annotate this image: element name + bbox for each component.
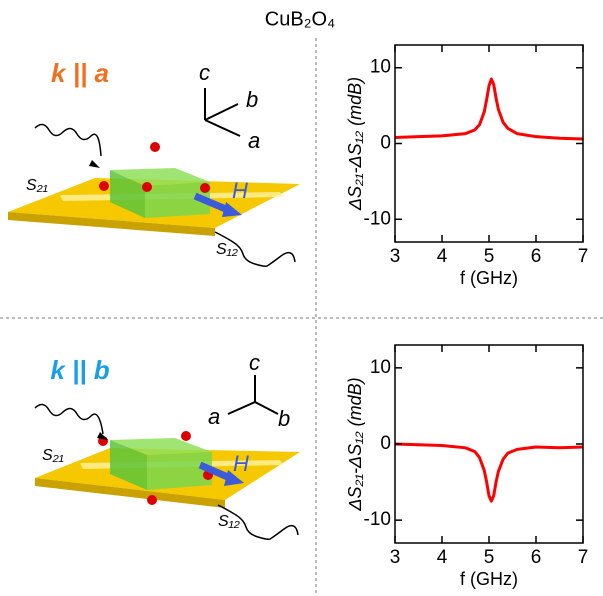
x-tick-label: 4: [437, 246, 448, 267]
axis-name: a: [208, 404, 220, 429]
x-tick-label: 3: [390, 246, 401, 267]
y-axis-label: ΔS₂₁-ΔS₁₂ (mdB): [345, 77, 365, 211]
y-tick-label: 0: [380, 133, 391, 154]
y-axis-label: ΔS₂₁-ΔS₁₂ (mdB): [345, 377, 365, 511]
axis-name: c: [249, 350, 260, 375]
y-tick-label: 10: [370, 357, 391, 378]
geometry-label: k || b: [50, 355, 109, 385]
axis-name: b: [278, 406, 290, 431]
axis-name: a: [248, 128, 260, 153]
port-label: S₁₂: [218, 513, 240, 530]
x-tick-label: 7: [578, 246, 589, 267]
x-tick-label: 4: [437, 547, 448, 568]
y-tick-label: 10: [370, 57, 391, 78]
plot-frame: [395, 45, 583, 242]
x-tick-label: 5: [484, 547, 495, 568]
port-label: S₂₁: [42, 447, 64, 464]
axis-name: b: [246, 87, 258, 112]
x-tick-label: 6: [531, 246, 542, 267]
field-label: H: [233, 451, 249, 476]
illustration: k || b c a b S₂₁ S₁₂ H: [35, 350, 300, 539]
illustration: k || a c b a S₂₁ S₁₂ H: [8, 58, 300, 266]
x-axis-label: f (GHz): [460, 569, 518, 589]
figure-title: CuB₂O₄: [265, 8, 335, 30]
x-tick-label: 6: [531, 547, 542, 568]
port-label: S₂₁: [26, 177, 48, 194]
y-tick-label: 0: [380, 433, 391, 454]
geometry-label: k || a: [51, 58, 109, 88]
x-axis-label: f (GHz): [460, 268, 518, 288]
field-label: H: [232, 178, 248, 203]
data-line: [395, 444, 583, 501]
y-tick-label: -10: [364, 509, 391, 530]
x-tick-label: 5: [484, 246, 495, 267]
y-tick-label: -10: [364, 208, 391, 229]
x-tick-label: 3: [390, 547, 401, 568]
figure: CuB₂O₄ k || a c b a S₂₁ S₁₂ H: [0, 0, 603, 596]
port-label: S₁₂: [216, 241, 238, 258]
axis-name: c: [199, 60, 210, 85]
x-tick-label: 7: [578, 547, 589, 568]
data-line: [395, 79, 583, 139]
